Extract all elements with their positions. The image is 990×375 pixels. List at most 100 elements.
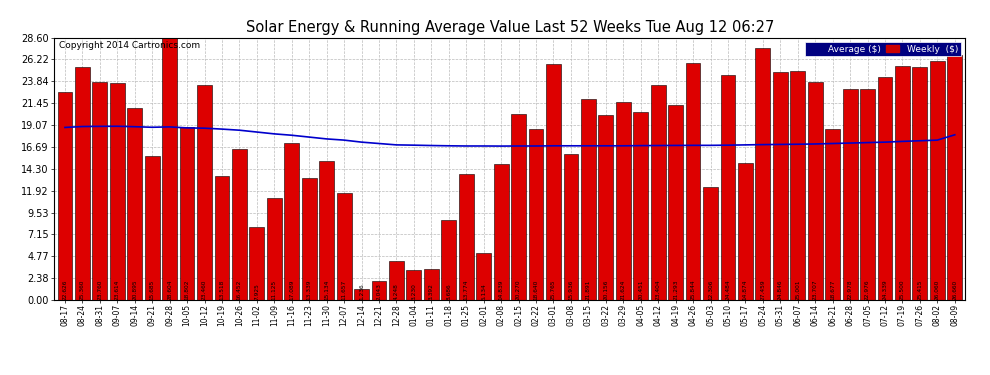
- Text: 15.936: 15.936: [568, 279, 573, 300]
- Text: 14.874: 14.874: [742, 279, 747, 300]
- Text: 8.686: 8.686: [446, 283, 451, 300]
- Text: 18.640: 18.640: [534, 279, 539, 300]
- Bar: [650, 85, 665, 300]
- Text: 23.760: 23.760: [97, 279, 102, 300]
- Bar: [773, 72, 788, 300]
- Text: 15.685: 15.685: [149, 279, 154, 300]
- Text: 21.293: 21.293: [673, 279, 678, 300]
- Text: 7.925: 7.925: [254, 283, 259, 300]
- Bar: [511, 114, 526, 300]
- Text: 18.802: 18.802: [184, 279, 189, 300]
- Bar: [424, 269, 439, 300]
- Bar: [494, 164, 509, 300]
- Text: 21.891: 21.891: [586, 279, 591, 300]
- Bar: [458, 174, 473, 300]
- Bar: [476, 253, 491, 300]
- Bar: [930, 61, 944, 300]
- Bar: [738, 164, 752, 300]
- Text: 4.248: 4.248: [394, 283, 399, 300]
- Bar: [179, 128, 194, 300]
- Bar: [284, 143, 299, 300]
- Bar: [598, 115, 613, 300]
- Bar: [128, 108, 143, 300]
- Text: 17.089: 17.089: [289, 279, 294, 300]
- Bar: [808, 82, 823, 300]
- Bar: [267, 198, 282, 300]
- Text: 25.415: 25.415: [918, 279, 923, 300]
- Bar: [529, 129, 544, 300]
- Bar: [895, 66, 910, 300]
- Text: 20.270: 20.270: [516, 279, 521, 300]
- Text: 28.604: 28.604: [167, 279, 172, 300]
- Text: 24.339: 24.339: [882, 279, 887, 300]
- Text: 25.500: 25.500: [900, 279, 905, 300]
- Bar: [913, 67, 928, 300]
- Text: 26.660: 26.660: [952, 279, 957, 300]
- Text: 22.976: 22.976: [865, 279, 870, 300]
- Bar: [442, 220, 456, 300]
- Bar: [162, 38, 177, 300]
- Text: 23.614: 23.614: [115, 279, 120, 300]
- Text: 25.360: 25.360: [80, 279, 85, 300]
- Text: 22.626: 22.626: [62, 279, 67, 300]
- Bar: [110, 83, 125, 300]
- Legend: Average ($), Weekly  ($): Average ($), Weekly ($): [805, 42, 960, 56]
- Bar: [703, 187, 718, 300]
- Bar: [337, 193, 351, 300]
- Text: 13.339: 13.339: [307, 279, 312, 300]
- Bar: [826, 129, 841, 300]
- Text: 24.484: 24.484: [726, 279, 731, 300]
- Text: 11.125: 11.125: [272, 279, 277, 300]
- Text: 23.404: 23.404: [655, 279, 660, 300]
- Bar: [860, 89, 875, 300]
- Text: 20.895: 20.895: [133, 279, 138, 300]
- Text: 23.460: 23.460: [202, 279, 207, 300]
- Text: 2.043: 2.043: [376, 283, 381, 300]
- Bar: [57, 92, 72, 300]
- Text: 13.518: 13.518: [220, 279, 225, 300]
- Title: Solar Energy & Running Average Value Last 52 Weeks Tue Aug 12 06:27: Solar Energy & Running Average Value Las…: [246, 20, 774, 35]
- Bar: [354, 289, 369, 300]
- Bar: [721, 75, 736, 300]
- Bar: [581, 99, 596, 300]
- Bar: [563, 154, 578, 300]
- Text: 27.459: 27.459: [760, 279, 765, 300]
- Bar: [145, 156, 159, 300]
- Bar: [546, 63, 561, 300]
- Bar: [215, 176, 230, 300]
- Text: 21.624: 21.624: [621, 279, 626, 300]
- Text: 18.677: 18.677: [831, 279, 836, 300]
- Bar: [389, 261, 404, 300]
- Bar: [686, 63, 701, 300]
- Text: 25.765: 25.765: [551, 279, 556, 300]
- Text: 20.156: 20.156: [603, 279, 608, 300]
- Bar: [755, 48, 770, 300]
- Text: 5.134: 5.134: [481, 283, 486, 300]
- Bar: [842, 89, 857, 300]
- Bar: [302, 178, 317, 300]
- Text: Copyright 2014 Cartronics.com: Copyright 2014 Cartronics.com: [59, 42, 200, 51]
- Bar: [232, 149, 247, 300]
- Text: 20.451: 20.451: [639, 279, 644, 300]
- Text: 16.452: 16.452: [237, 279, 242, 300]
- Text: 26.060: 26.060: [935, 279, 940, 300]
- Text: 12.306: 12.306: [708, 279, 713, 300]
- Bar: [947, 55, 962, 300]
- Bar: [407, 270, 422, 300]
- Bar: [790, 70, 805, 300]
- Text: 3.230: 3.230: [412, 283, 417, 300]
- Text: 15.134: 15.134: [324, 279, 329, 300]
- Text: 24.846: 24.846: [778, 279, 783, 300]
- Bar: [75, 67, 90, 300]
- Text: 13.774: 13.774: [463, 279, 468, 300]
- Text: 22.978: 22.978: [847, 279, 852, 300]
- Bar: [249, 227, 264, 300]
- Text: 23.707: 23.707: [813, 279, 818, 300]
- Bar: [319, 161, 334, 300]
- Bar: [92, 82, 107, 300]
- Text: 3.392: 3.392: [429, 283, 434, 300]
- Text: 1.236: 1.236: [359, 283, 364, 300]
- Bar: [371, 281, 386, 300]
- Bar: [877, 76, 892, 300]
- Bar: [197, 85, 212, 300]
